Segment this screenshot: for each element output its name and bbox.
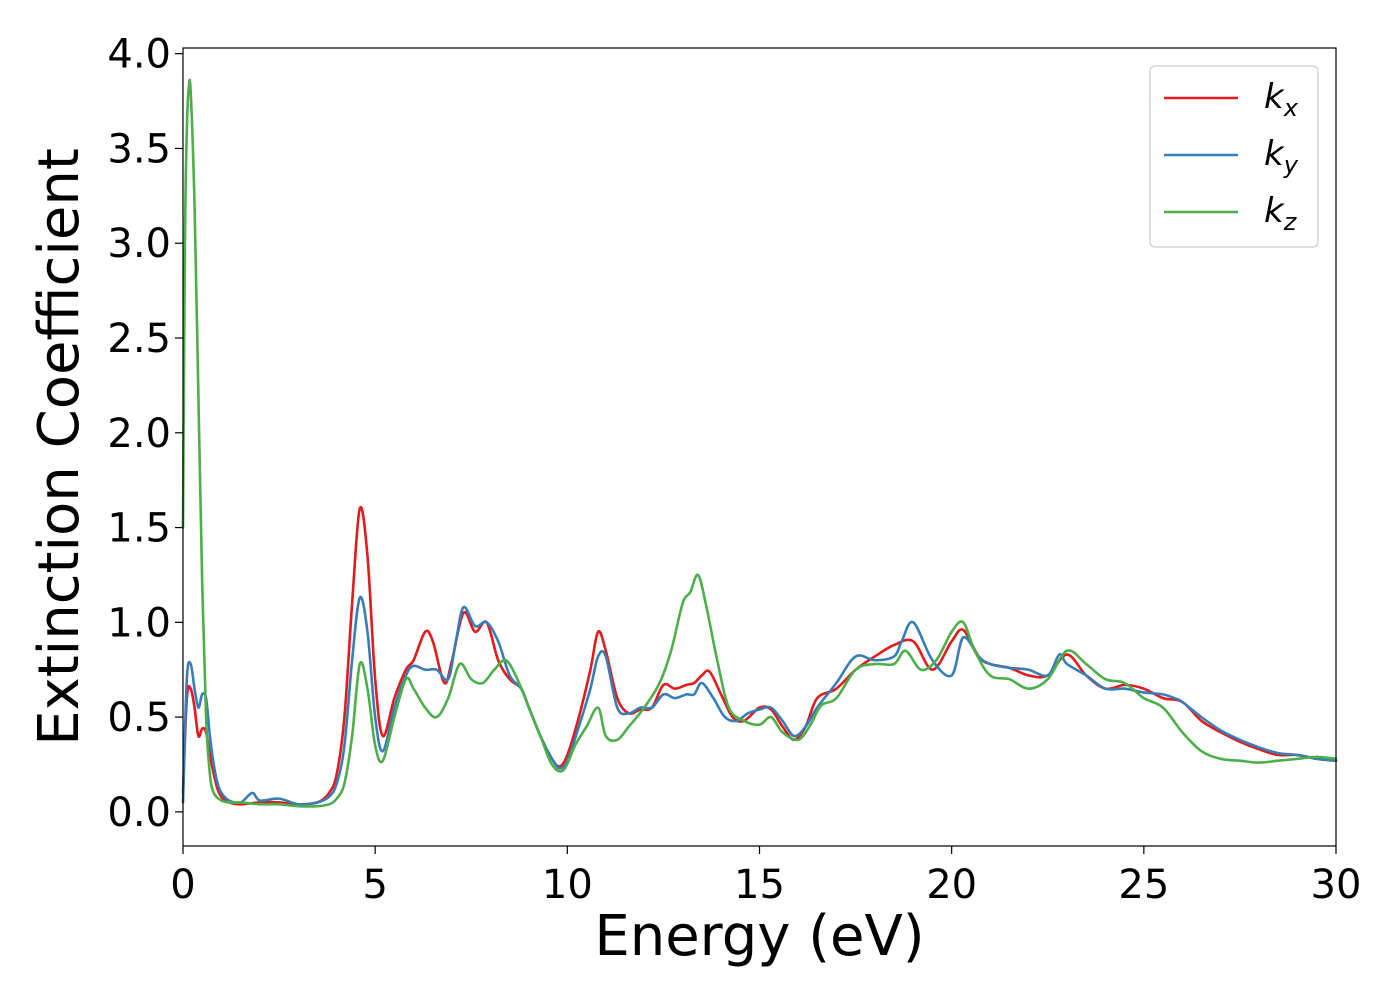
series-line-kz bbox=[181, 78, 1338, 808]
x-tick-label: 15 bbox=[734, 862, 785, 908]
y-tick-label: 2.0 bbox=[107, 411, 171, 457]
legend-label-name: k bbox=[1264, 191, 1285, 231]
y-axis-title: Extinction Coefficient bbox=[27, 148, 92, 746]
plot-lines bbox=[181, 78, 1338, 808]
legend-label-subscript: z bbox=[1283, 208, 1298, 236]
x-tick-label: 25 bbox=[1118, 862, 1169, 908]
x-tick-label: 20 bbox=[926, 862, 977, 908]
legend-label-name: k bbox=[1264, 77, 1285, 117]
x-axis-ticks: 0 5 10 15 20 25 30 bbox=[170, 846, 1361, 908]
legend-label-name: k bbox=[1264, 134, 1285, 174]
x-axis-title: Energy (eV) bbox=[594, 904, 924, 969]
x-tick-label: 30 bbox=[1311, 862, 1362, 908]
legend-label-kz: kz bbox=[1264, 191, 1298, 236]
legend-label-subscript: x bbox=[1283, 94, 1299, 122]
y-tick-label: 3.5 bbox=[107, 126, 171, 172]
y-tick-label: 4.0 bbox=[107, 32, 171, 78]
x-tick-label: 10 bbox=[542, 862, 593, 908]
legend-label-ky: ky bbox=[1264, 134, 1299, 179]
y-tick-label: 1.5 bbox=[107, 506, 171, 552]
y-tick-label: 1.0 bbox=[107, 600, 171, 646]
y-tick-label: 0.0 bbox=[107, 790, 171, 836]
y-axis-ticks: 0.0 0.5 1.0 1.5 2.0 2.5 3.0 3.5 4.0 bbox=[107, 32, 183, 836]
y-tick-label: 3.0 bbox=[107, 221, 171, 267]
series-line-ky bbox=[181, 595, 1338, 806]
y-tick-label: 2.5 bbox=[107, 316, 171, 362]
legend-box bbox=[1149, 65, 1319, 248]
x-tick-label: 0 bbox=[170, 862, 195, 908]
legend-label-subscript: y bbox=[1283, 151, 1299, 179]
x-tick-label: 5 bbox=[362, 862, 387, 908]
y-tick-label: 0.5 bbox=[107, 695, 171, 741]
legend-label-kx: kx bbox=[1264, 77, 1299, 122]
